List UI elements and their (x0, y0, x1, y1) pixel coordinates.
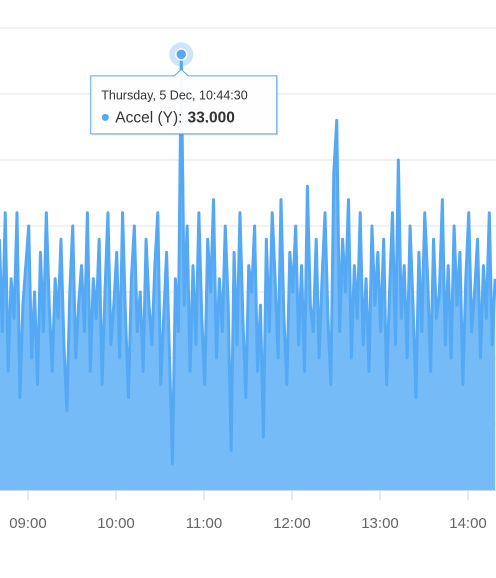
x-tick-label: 09:00 (9, 515, 47, 532)
tooltip-separator: : (178, 109, 182, 126)
tooltip: Thursday, 5 Dec, 10:44:30 Accel (Y): 33.00… (90, 68, 279, 136)
tooltip-series-name: Accel (Y) (115, 109, 178, 126)
area-fill (0, 54, 496, 490)
tooltip-value: 33.000 (187, 109, 234, 126)
x-tick-label: 13:00 (361, 515, 399, 532)
hover-marker (175, 48, 188, 61)
tooltip-box (90, 68, 278, 135)
x-tick-label: 11:00 (186, 515, 222, 532)
x-tick-label: 10:00 (97, 515, 135, 532)
x-tick-label: 12:00 (273, 515, 311, 532)
tooltip-dot (101, 113, 109, 121)
tooltip-title: Thursday, 5 Dec, 10:44:30 (101, 88, 247, 102)
tooltip-line: Accel (Y): 33.000 (115, 109, 235, 126)
x-tick-label: 14:00 (449, 515, 487, 532)
area-line (0, 52, 496, 466)
